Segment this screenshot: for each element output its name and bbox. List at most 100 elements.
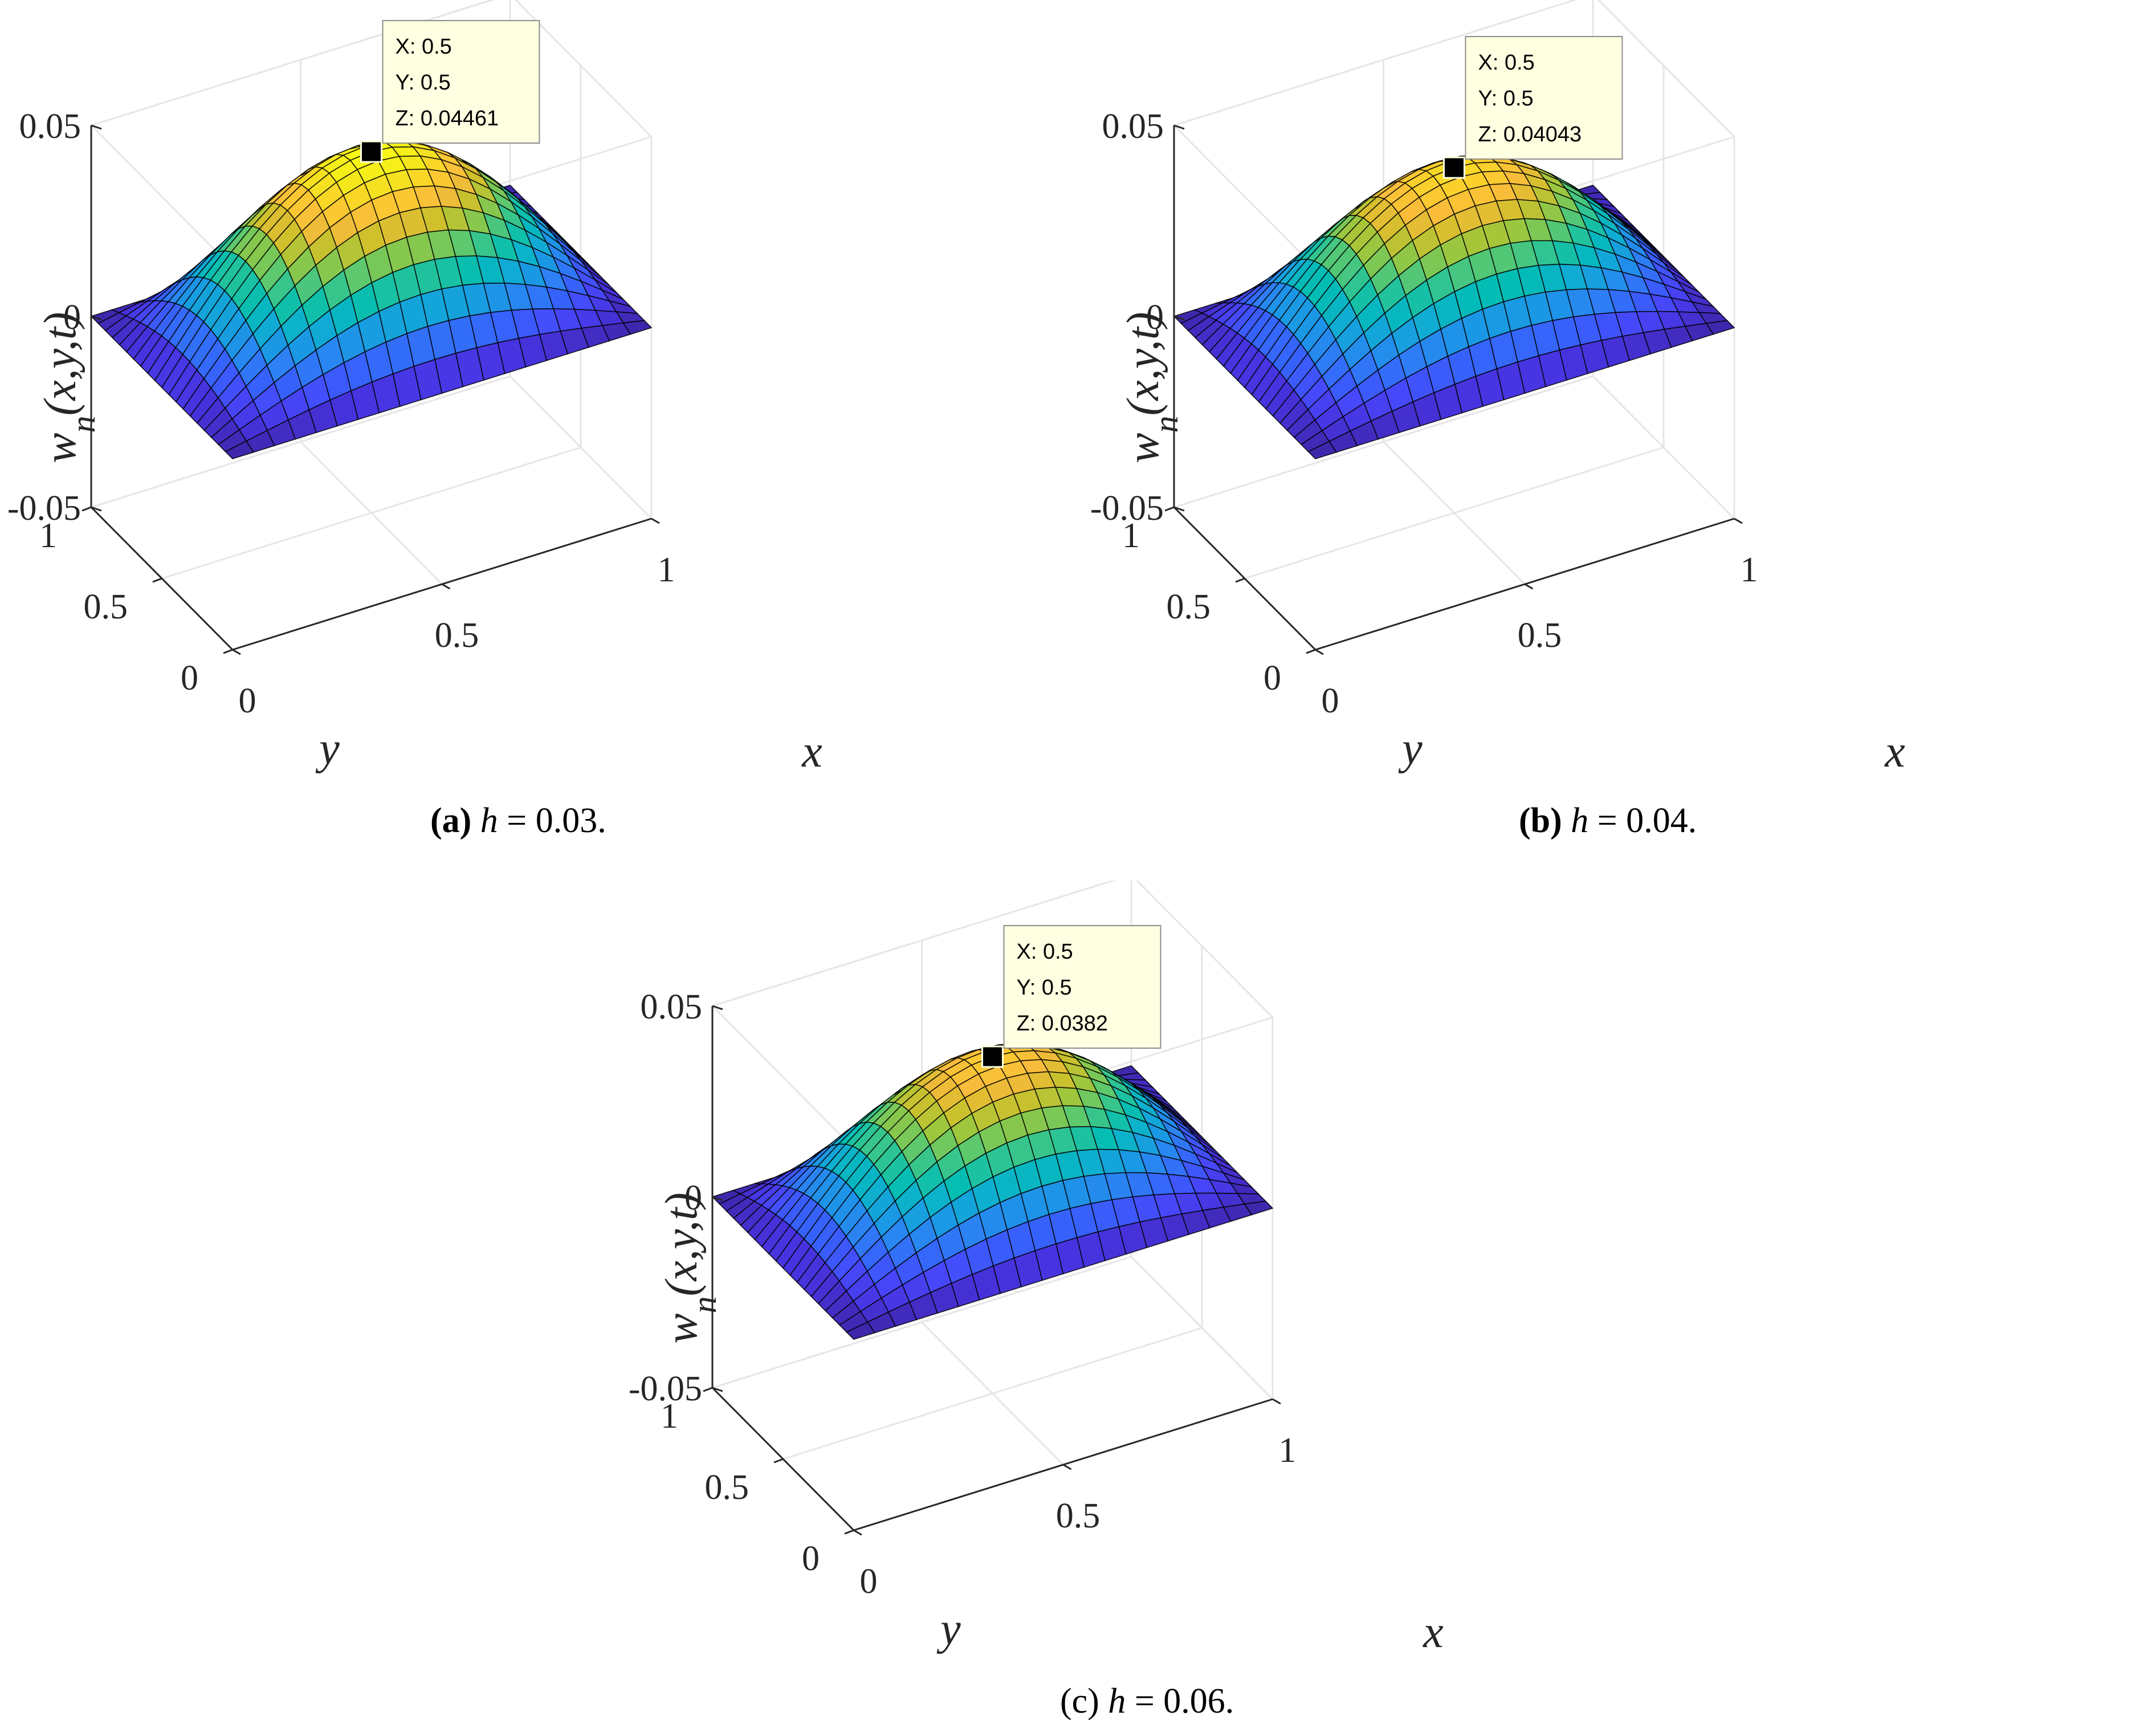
panel-c-axes: -0.05 0 0.05 0 0.5 1 0 0.5 1 y x wn(x,y,t)	[629, 988, 1444, 1657]
x-tick	[1524, 583, 1534, 590]
panel-a-chart: -0.05 0 0.05 0 0.5 1 0 0.5 1 y x wn(x,y,t) X: 0.5 Y: …	[7, 0, 822, 777]
datatip-box	[1003, 925, 1161, 1049]
y-tick	[81, 506, 92, 512]
datatip-line: X: 0.5	[1017, 940, 1073, 964]
z-tick	[1173, 506, 1185, 512]
z-gridline	[712, 881, 1274, 1018]
panel-b-chart: -0.05 0 0.05 0 0.5 1 0 0.5 1 y x wn(x,y,t) X: 0.5 Y: …	[1090, 0, 1905, 777]
x-tick	[1734, 517, 1743, 524]
z-tick	[712, 1196, 723, 1201]
z-tick	[91, 506, 102, 512]
floor-gridline	[1244, 446, 1664, 580]
x-tick	[853, 1529, 862, 1536]
box-edge	[711, 1005, 855, 1150]
z-axis-title: wn(x,y,t)	[1118, 312, 1185, 463]
z-tick	[712, 1005, 723, 1010]
x-tick-label: 0	[860, 1562, 878, 1601]
box-edge	[90, 124, 234, 269]
z-tick	[1173, 124, 1185, 130]
y-tick	[1306, 649, 1316, 654]
z-tick	[91, 315, 102, 321]
z-tick	[91, 124, 102, 130]
panel-b-caption-var: h	[1571, 801, 1589, 840]
z-gridline	[1173, 0, 1735, 138]
panel-b-datatip[interactable]: X: 0.5 Y: 0.5 Z: 0.04043	[1443, 36, 1623, 179]
z-tick-label: -0.05	[629, 1370, 702, 1408]
panel-c-surface	[711, 1042, 1274, 1340]
datatip-line: Z: 0.04043	[1478, 123, 1582, 146]
panel-a-label: (a)	[430, 801, 472, 840]
z-gridline	[1173, 375, 1735, 520]
x-tick	[1272, 1398, 1281, 1405]
panel-c-datatip[interactable]: X: 0.5 Y: 0.5 Z: 0.0382	[981, 925, 1161, 1068]
box-edge	[1173, 124, 1316, 269]
z-gridline	[91, 375, 653, 520]
y-tick-label: 0.5	[705, 1468, 749, 1507]
y-tick	[1235, 577, 1245, 583]
datatip-line: Y: 0.5	[1017, 976, 1072, 1000]
y-tick	[223, 649, 233, 654]
datatip-box	[1465, 36, 1623, 160]
x-tick-label: 0.5	[1056, 1497, 1101, 1535]
datatip-line: Y: 0.5	[396, 71, 451, 95]
x-tick	[651, 517, 660, 524]
x-tick	[232, 649, 241, 655]
panel-c-caption-var: h	[1108, 1682, 1126, 1721]
z-gridline	[712, 1256, 1274, 1400]
z-tick-label: -0.05	[7, 489, 81, 528]
x-tick-label: 0.5	[1518, 616, 1562, 655]
x-tick-label: 0	[239, 682, 256, 720]
z-tick	[1173, 315, 1185, 321]
panel-a-caption: (a) h = 0.03.	[430, 801, 606, 841]
datatip-marker[interactable]	[360, 140, 382, 163]
z-axis-title: wn(x,y,t)	[35, 312, 102, 463]
datatip-marker[interactable]	[981, 1045, 1004, 1068]
panel-b-caption: (b) h = 0.04.	[1519, 801, 1697, 841]
datatip-marker[interactable]	[1443, 156, 1465, 179]
floor-gridline	[161, 446, 581, 580]
x-tick	[1315, 649, 1324, 655]
y-tick-label: 1	[661, 1397, 678, 1436]
y-axis-title: y	[1398, 724, 1423, 774]
datatip-line: X: 0.5	[396, 35, 452, 59]
floor-gridline	[782, 1327, 1203, 1460]
x-tick	[441, 583, 451, 590]
surface-cell	[1705, 320, 1735, 335]
panel-a-surface	[90, 140, 653, 459]
y-tick-label: 0	[1263, 659, 1281, 698]
z-tick-label: 0	[63, 298, 81, 337]
z-tick-label: 0.05	[641, 988, 703, 1026]
x-tick-label: 0.5	[435, 616, 479, 655]
x-axis-title: x	[1423, 1607, 1444, 1657]
panel-a-caption-var: h	[480, 801, 498, 840]
y-tick-label: 0	[802, 1539, 820, 1578]
x-tick-label: 1	[1279, 1431, 1297, 1470]
x-tick-label: 1	[1741, 551, 1758, 589]
y-tick-label: 0	[181, 659, 198, 698]
z-axis-title: wn(x,y,t)	[657, 1192, 723, 1343]
x-axis-title: x	[801, 727, 822, 777]
y-tick	[703, 1387, 713, 1392]
panel-c-caption-value: = 0.06.	[1134, 1682, 1234, 1721]
panel-c-caption: (c) h = 0.06.	[1060, 1681, 1234, 1722]
panel-b-surface	[1173, 154, 1735, 459]
panel-a-axes: -0.05 0 0.05 0 0.5 1 0 0.5 1 y x wn(x,y,t)	[7, 107, 822, 777]
panel-a-datatip[interactable]: X: 0.5 Y: 0.5 Z: 0.04461	[360, 20, 540, 163]
datatip-line: Y: 0.5	[1478, 87, 1534, 111]
panel-c-label: (c)	[1060, 1682, 1099, 1721]
y-axis-title: y	[315, 724, 340, 774]
panel-b-label: (b)	[1519, 801, 1562, 840]
datatip-box	[382, 20, 540, 144]
z-tick-label: 0	[684, 1179, 702, 1217]
panel-b-axes: -0.05 0 0.05 0 0.5 1 0 0.5 1 y x wn(x,y,t)	[1090, 107, 1905, 777]
z-tick	[712, 1387, 723, 1392]
surface-cell	[622, 320, 653, 335]
y-tick	[844, 1529, 854, 1535]
y-tick-label: 1	[1122, 516, 1140, 555]
y-tick	[152, 577, 162, 583]
z-tick-label: 0.05	[1102, 107, 1164, 146]
x-tick-label: 1	[658, 551, 675, 589]
z-tick-label: 0	[1146, 298, 1164, 337]
panel-c-chart: -0.05 0 0.05 0 0.5 1 0 0.5 1 y x wn(x,y,t) X: 0.5 Y: …	[629, 881, 1444, 1657]
datatip-line: Z: 0.04461	[396, 107, 499, 131]
